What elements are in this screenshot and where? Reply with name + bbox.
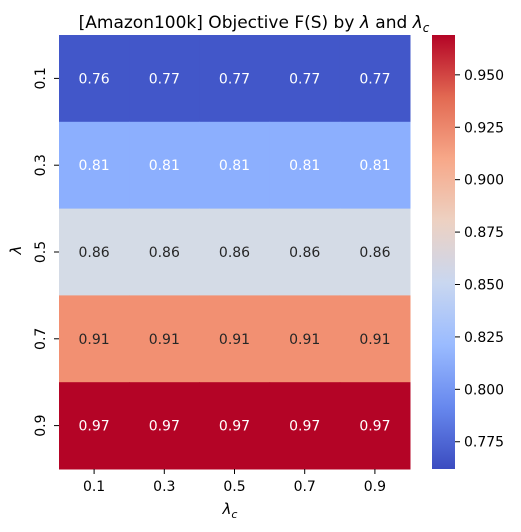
heatmap-cell — [59, 208, 130, 296]
colorbar-tick-label: 0.800 — [464, 382, 504, 398]
y-tick-label: 0.5 — [33, 241, 49, 263]
heatmap-cell-label: 0.91 — [149, 332, 180, 348]
heatmap-cell-label: 0.91 — [79, 332, 110, 348]
heatmap-cell-label: 0.97 — [149, 419, 180, 435]
heatmap-cell-label: 0.97 — [79, 419, 110, 435]
colorbar-tick-label: 0.900 — [464, 173, 504, 189]
title-main-text: [Amazon100k] Objective F(S) by — [79, 13, 360, 33]
title-lambda-c-subscript: c — [423, 21, 430, 35]
heatmap-cell — [269, 208, 341, 296]
heatmap-cell — [269, 121, 341, 210]
heatmap-cell — [199, 295, 271, 383]
heatmap-cell — [199, 382, 271, 470]
x-axis-label-main: λ — [222, 500, 232, 518]
heatmap-cell-label: 0.86 — [79, 245, 110, 261]
heatmap-cell — [339, 121, 411, 210]
heatmap-cell-label: 0.97 — [219, 419, 250, 435]
colorbar-tick-label: 0.775 — [464, 435, 504, 451]
heatmap-cell-label: 0.76 — [79, 71, 110, 87]
heatmap-cell-label: 0.86 — [219, 245, 250, 261]
x-tick-label: 0.7 — [294, 479, 316, 495]
heatmap-cell — [339, 382, 411, 470]
heatmap-cell — [59, 295, 130, 383]
heatmap-cell-label: 0.77 — [219, 71, 250, 87]
heatmap-cell — [59, 382, 130, 470]
heatmap-cell — [269, 382, 341, 470]
heatmap-cell — [129, 382, 200, 470]
heatmap-cell — [59, 35, 130, 123]
heatmap-cell-labels: 0.76 0.77 0.77 0.77 0.77 0.81 0.81 0.81 0.81 0.81… — [79, 71, 391, 434]
colorbar-ticks: 0.775 0.800 0.825 0.850 0.875 0.900 0.925 0.950 — [455, 68, 504, 451]
heatmap-cell-label: 0.91 — [219, 332, 250, 348]
heatmap-cell — [339, 295, 411, 383]
y-tick-label: 0.9 — [33, 414, 49, 436]
chart-title: [Amazon100k] Objective F(S) by λ and λc — [79, 13, 430, 35]
y-tick-label: 0.3 — [33, 154, 49, 176]
heatmap-cell-label: 0.86 — [149, 245, 180, 261]
colorbar-tick-label: 0.950 — [464, 68, 504, 84]
x-tick-label: 0.1 — [83, 479, 105, 495]
heatmap-cell-label: 0.77 — [289, 71, 320, 87]
title-lambda-text: λ — [359, 13, 370, 33]
heatmap-cell-label: 0.81 — [79, 158, 110, 174]
x-tick-label: 0.5 — [223, 479, 245, 495]
y-tick-label: 0.7 — [33, 328, 49, 350]
y-tick-label: 0.1 — [33, 67, 49, 89]
heatmap-cell — [339, 35, 411, 123]
title-lambda-c-text: λ — [412, 13, 423, 33]
heatmap-cell — [129, 208, 200, 296]
heatmap-cell-label: 0.81 — [149, 158, 180, 174]
x-axis-ticks: 0.1 0.3 0.5 0.7 0.9 — [83, 469, 386, 495]
heatmap-cell-label: 0.81 — [289, 158, 320, 174]
x-axis-label-subscript: c — [231, 508, 237, 521]
colorbar-tick-label: 0.850 — [464, 277, 504, 293]
heatmap-cell-label: 0.91 — [289, 332, 320, 348]
colorbar-tick-label: 0.875 — [464, 225, 504, 241]
heatmap-cell-label: 0.86 — [359, 245, 390, 261]
y-axis-label: λ — [7, 246, 25, 256]
heatmap-cell-label: 0.77 — [359, 71, 390, 87]
heatmap-cells — [59, 35, 411, 470]
y-axis-ticks: 0.1 0.3 0.5 0.7 0.9 — [33, 67, 59, 437]
heatmap-cell-label: 0.91 — [359, 332, 390, 348]
heatmap-cell — [129, 35, 200, 123]
colorbar-tick-label: 0.825 — [464, 330, 504, 346]
title-and-text: and — [370, 13, 413, 33]
heatmap-cell — [199, 35, 271, 123]
heatmap-cell — [59, 121, 130, 210]
heatmap-cell-label: 0.81 — [359, 158, 390, 174]
x-tick-label: 0.9 — [364, 479, 386, 495]
heatmap-cell-label: 0.97 — [289, 419, 320, 435]
heatmap-cell — [129, 121, 200, 210]
heatmap-cell-label: 0.81 — [219, 158, 250, 174]
colorbar — [432, 35, 455, 469]
heatmap-cell — [269, 295, 341, 383]
heatmap-cell — [129, 295, 200, 383]
x-tick-label: 0.3 — [153, 479, 175, 495]
heatmap-cell — [199, 208, 271, 296]
heatmap-cell — [269, 35, 341, 123]
colorbar-tick-label: 0.925 — [464, 120, 504, 136]
heatmap-cell-label: 0.86 — [289, 245, 320, 261]
heatmap-cell-label: 0.97 — [359, 419, 390, 435]
heatmap-cell — [199, 121, 271, 210]
heatmap-cell — [339, 208, 411, 296]
heatmap-cell-label: 0.77 — [149, 71, 180, 87]
x-axis-label: λc — [222, 500, 238, 521]
